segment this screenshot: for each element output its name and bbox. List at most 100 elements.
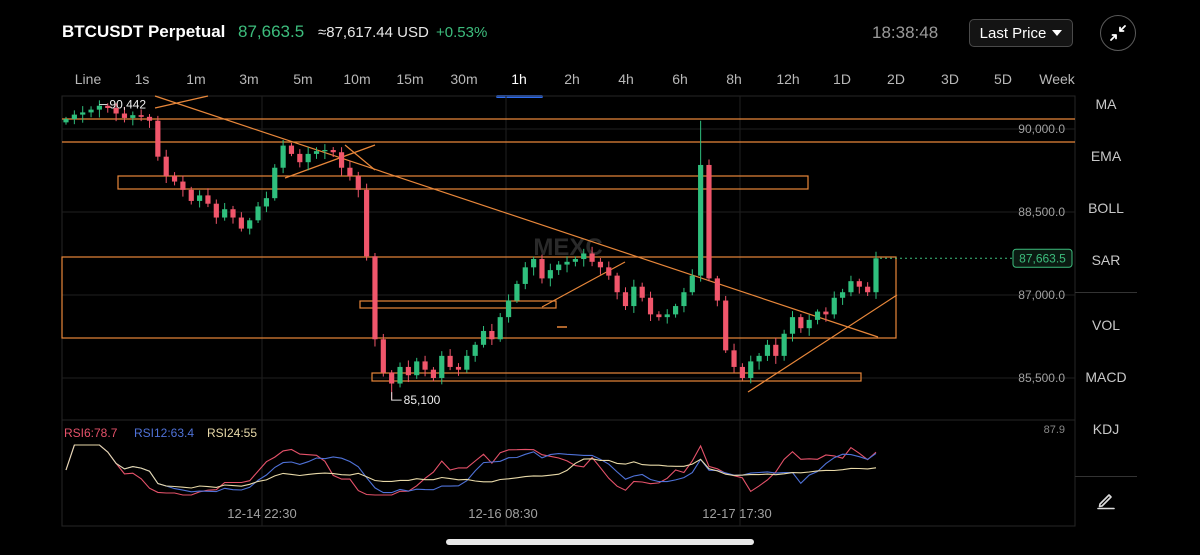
tab-3m[interactable]: 3m <box>239 71 259 87</box>
tab-4h[interactable]: 4h <box>618 71 634 87</box>
candle <box>96 105 102 110</box>
candle <box>121 113 128 118</box>
tab-1d[interactable]: 1D <box>833 71 851 87</box>
price-axis-label: 87,000.0 <box>1018 288 1065 302</box>
tab-1h[interactable]: 1h <box>511 71 527 87</box>
rsi-legend-1: RSI6:78.7 <box>64 426 118 440</box>
zone-box <box>359 300 557 309</box>
rsi-line-12 <box>65 444 877 494</box>
candle <box>355 176 361 190</box>
candle <box>572 259 578 262</box>
candle <box>739 366 745 378</box>
chart-header: BTCUSDT Perpetual 87,663.5 ≈87,617.44 US… <box>0 0 1200 66</box>
collapse-fullscreen-button[interactable] <box>1100 15 1136 51</box>
candle <box>155 120 161 157</box>
tab-6h[interactable]: 6h <box>672 71 688 87</box>
candle <box>455 366 462 370</box>
change-percent: +0.53% <box>436 24 488 41</box>
candle <box>272 167 278 199</box>
candle <box>581 253 587 260</box>
candle <box>247 220 253 229</box>
clock-time: 18:38:48 <box>872 23 939 42</box>
tab-12h[interactable]: 12h <box>776 71 800 87</box>
time-axis-label: 12-14 22:30 <box>227 506 296 521</box>
price-type-label: Last Price <box>979 24 1047 42</box>
candle <box>464 355 470 370</box>
indicator-sidebar: MA EMA BOLL SAR VOL MACD KDJ <box>1075 96 1200 526</box>
tab-10m[interactable]: 10m <box>343 71 371 87</box>
tab-week[interactable]: Week <box>1039 71 1075 87</box>
tab-5d[interactable]: 5D <box>994 71 1012 87</box>
candle <box>789 317 796 334</box>
trendline <box>344 144 376 171</box>
candle <box>672 306 679 315</box>
candle <box>505 300 512 318</box>
trendline <box>154 95 209 109</box>
candle <box>88 109 94 113</box>
collapse-arrows-icon <box>1110 25 1126 41</box>
rsi-line-24 <box>65 444 877 489</box>
last-price: 87,663.5 <box>238 22 305 41</box>
tab-1m[interactable]: 1m <box>186 71 206 87</box>
candle <box>138 115 144 117</box>
trendline <box>747 294 898 393</box>
home-indicator <box>446 539 754 545</box>
zone-box <box>117 175 809 190</box>
trendline <box>541 261 626 308</box>
symbol-title[interactable]: BTCUSDT Perpetual <box>62 22 226 41</box>
candle <box>556 264 562 271</box>
candle <box>146 116 153 121</box>
price-axis-label: 85,500.0 <box>1018 371 1065 385</box>
interval-tabs: Line 1s 1m 3m 5m 10m 15m 30m 1h 2h 4h 6h 8h 12h 1D 2D 3D… <box>60 68 1080 96</box>
tab-15m[interactable]: 15m <box>396 71 424 87</box>
candle <box>814 311 821 320</box>
subchart-vol[interactable]: VOL <box>1091 317 1120 333</box>
price-type-dropdown[interactable]: Last Price <box>969 19 1073 47</box>
tab-2d[interactable]: 2D <box>887 71 905 87</box>
candle <box>297 153 303 163</box>
subchart-kdj[interactable]: KDJ <box>1092 421 1120 437</box>
subchart-macd[interactable]: MACD <box>1085 369 1127 385</box>
candle <box>689 275 695 293</box>
tab-1s[interactable]: 1s <box>134 71 150 87</box>
overlay-boll[interactable]: BOLL <box>1088 200 1124 216</box>
candle <box>238 217 244 229</box>
candle <box>480 330 487 345</box>
tab-2h[interactable]: 2h <box>564 71 580 87</box>
candle <box>714 278 720 301</box>
candle <box>405 366 411 376</box>
candle <box>597 261 604 268</box>
time-axis-label: 12-16 08:30 <box>468 506 537 521</box>
candle <box>664 314 670 318</box>
candle <box>589 253 595 262</box>
tab-line[interactable]: Line <box>74 71 102 87</box>
candle <box>856 281 862 287</box>
tab-5m[interactable]: 5m <box>293 71 313 87</box>
tab-3d[interactable]: 3D <box>941 71 959 87</box>
candle <box>439 355 445 378</box>
pencil-icon[interactable] <box>1095 488 1117 510</box>
tab-8h[interactable]: 8h <box>726 71 742 87</box>
candle <box>731 350 737 367</box>
candle <box>698 164 704 276</box>
candle <box>313 151 320 154</box>
candle <box>840 292 846 298</box>
candle <box>614 275 620 293</box>
price-axis-label: 88,500.0 <box>1018 205 1065 219</box>
candle <box>389 372 395 384</box>
candle <box>622 292 629 307</box>
overlay-ema[interactable]: EMA <box>1090 148 1122 164</box>
candle <box>647 297 654 315</box>
candle <box>330 150 336 153</box>
overlay-ma[interactable]: MA <box>1095 96 1117 112</box>
candle <box>631 286 637 307</box>
current-price-label: 87,663.5 <box>1019 251 1066 265</box>
candle <box>280 145 286 168</box>
candle <box>380 339 386 373</box>
candle <box>180 181 186 190</box>
range-box <box>61 256 897 339</box>
tab-30m[interactable]: 30m <box>450 71 478 87</box>
rsi-legend-3: RSI24:55 <box>207 426 257 440</box>
overlay-sar[interactable]: SAR <box>1091 252 1121 268</box>
